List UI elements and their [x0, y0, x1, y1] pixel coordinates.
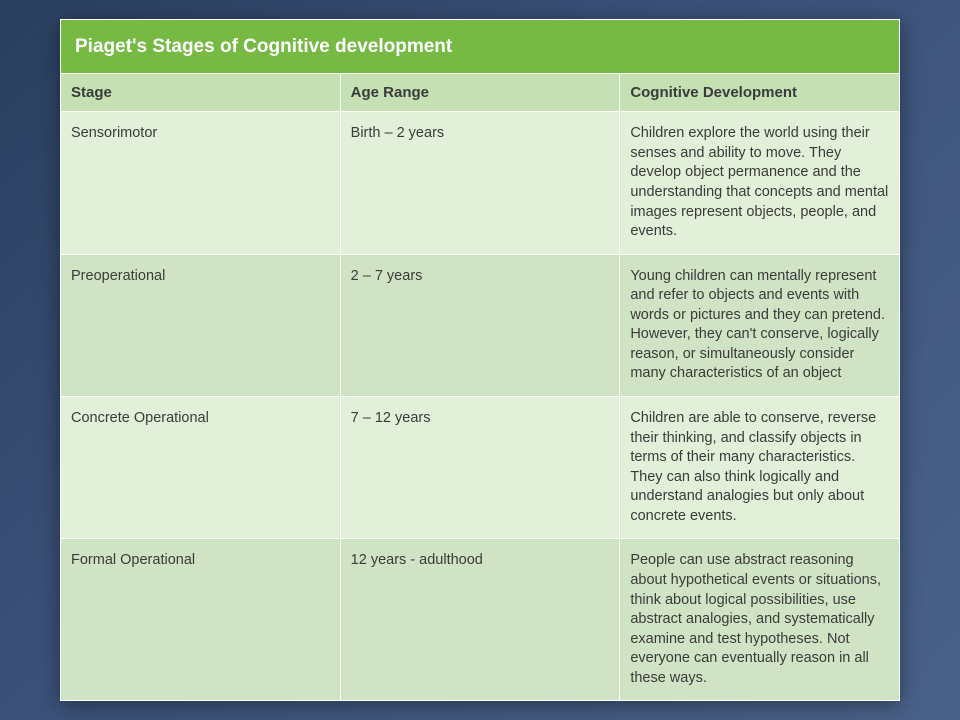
cell-stage: Formal Operational: [61, 539, 341, 701]
cell-stage: Sensorimotor: [61, 112, 341, 254]
cell-desc: Children explore the world using their s…: [620, 112, 900, 254]
table-card: Piaget's Stages of Cognitive development…: [60, 19, 900, 702]
table-row: SensorimotorBirth – 2 yearsChildren expl…: [61, 112, 900, 254]
header-row: Stage Age Range Cognitive Development: [61, 74, 900, 112]
cell-age: 7 – 12 years: [340, 397, 620, 539]
cell-age: 12 years - adulthood: [340, 539, 620, 701]
title-row: Piaget's Stages of Cognitive development: [61, 19, 900, 74]
cell-desc: People can use abstract reasoning about …: [620, 539, 900, 701]
cell-age: 2 – 7 years: [340, 254, 620, 396]
cell-stage: Preoperational: [61, 254, 341, 396]
col-header-desc: Cognitive Development: [620, 74, 900, 112]
table-row: Formal Operational12 years - adulthoodPe…: [61, 539, 900, 701]
piaget-table: Piaget's Stages of Cognitive development…: [60, 19, 900, 702]
table-title: Piaget's Stages of Cognitive development: [61, 19, 900, 74]
cell-age: Birth – 2 years: [340, 112, 620, 254]
cell-stage: Concrete Operational: [61, 397, 341, 539]
cell-desc: Children are able to conserve, reverse t…: [620, 397, 900, 539]
cell-desc: Young children can mentally represent an…: [620, 254, 900, 396]
col-header-stage: Stage: [61, 74, 341, 112]
col-header-age: Age Range: [340, 74, 620, 112]
table-row: Preoperational2 – 7 yearsYoung children …: [61, 254, 900, 396]
table-row: Concrete Operational7 – 12 yearsChildren…: [61, 397, 900, 539]
